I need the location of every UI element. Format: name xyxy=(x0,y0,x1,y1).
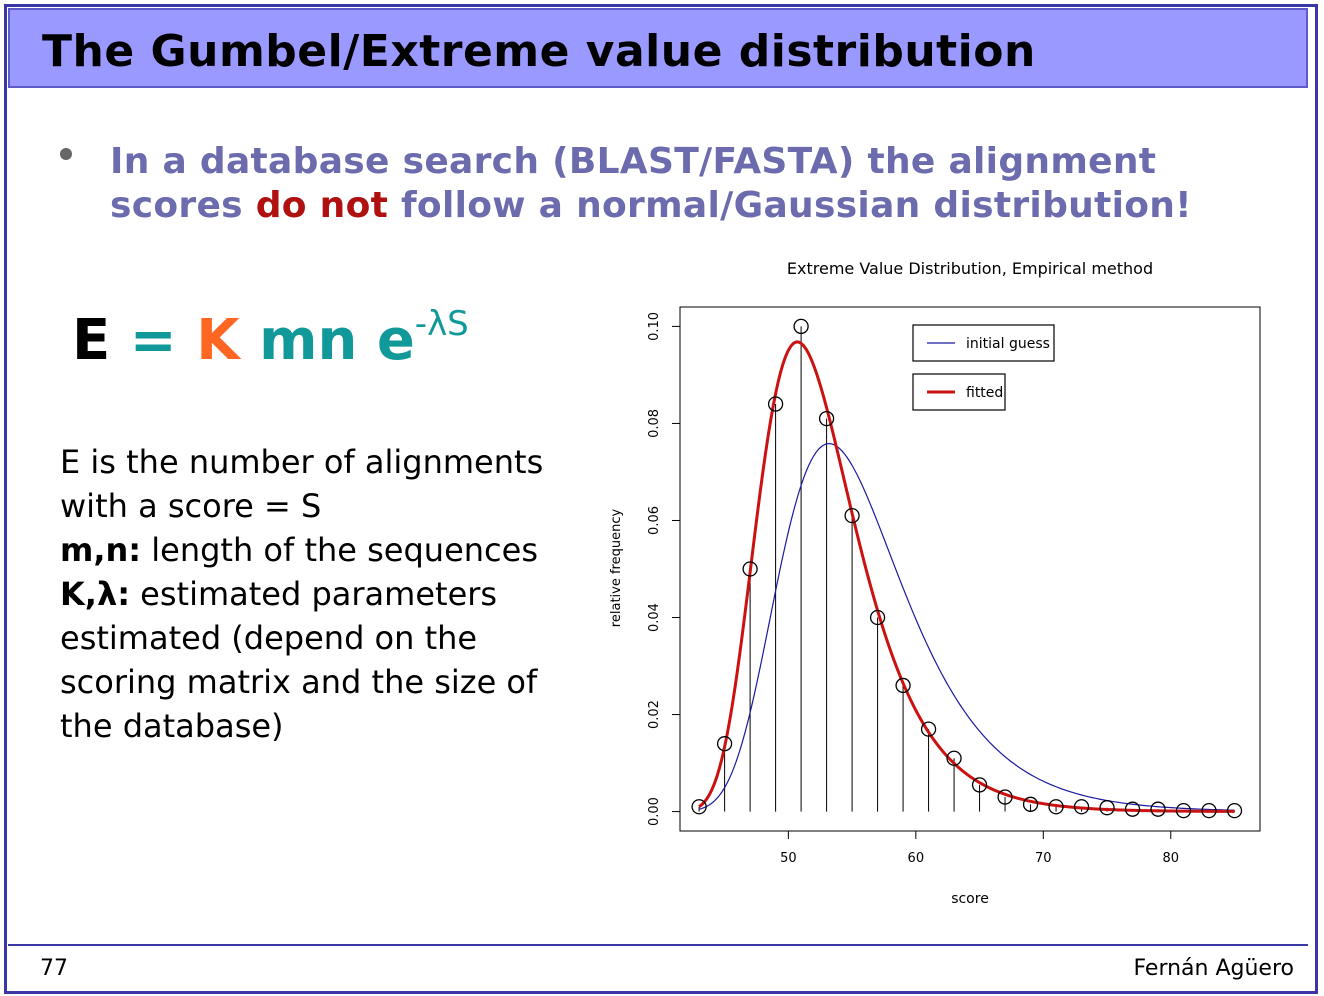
bullet-pre: In a database search (BLAST/FASTA) the a… xyxy=(110,141,1157,226)
data-point xyxy=(1150,801,1166,817)
series-line xyxy=(698,340,1235,813)
data-point xyxy=(971,777,988,793)
bullet-post: follow a normal/Gaussian distribution! xyxy=(388,185,1192,226)
data-point xyxy=(742,561,758,577)
formula-e: E xyxy=(72,308,111,373)
formula-exp: e xyxy=(376,308,415,373)
data-point xyxy=(1022,796,1039,812)
data-point xyxy=(920,721,937,737)
title-bar: The Gumbel/Extreme value distribution xyxy=(8,8,1308,88)
desc-mn-text: length of the sequences xyxy=(141,531,538,569)
desc-line: with a score = S xyxy=(60,487,322,525)
formula-k: K xyxy=(196,308,240,373)
chart-legend: initial guess fitted xyxy=(912,324,1055,411)
bullet-highlight: do not xyxy=(255,185,389,226)
desc-k-text: estimated parameters xyxy=(130,575,498,613)
y-tick-label: 0.04 xyxy=(647,603,662,632)
desc-mn-label: m,n: xyxy=(60,531,142,569)
data-point xyxy=(1073,799,1090,815)
series-line xyxy=(698,442,1235,811)
data-point xyxy=(1048,799,1064,815)
bullet-icon xyxy=(60,148,72,160)
data-point xyxy=(1201,802,1217,819)
formula-superscript: -λS xyxy=(414,304,469,344)
formula-mn: mn xyxy=(259,308,358,373)
footer-divider xyxy=(8,944,1308,946)
data-point xyxy=(895,677,911,694)
data-point xyxy=(869,609,886,626)
chart-title: Extreme Value Distribution, Empirical me… xyxy=(787,259,1153,278)
x-tick-label: 70 xyxy=(1035,851,1052,866)
description: E is the number of alignments with a sco… xyxy=(60,440,580,748)
y-tick-label: 0.00 xyxy=(647,797,662,826)
author-name: Fernán Agüero xyxy=(1133,956,1294,981)
desc-line: E is the number of alignments xyxy=(60,443,544,481)
slide-frame xyxy=(4,4,1318,994)
x-axis-label: score xyxy=(951,891,989,907)
data-point xyxy=(844,507,860,524)
x-tick-label: 80 xyxy=(1162,851,1179,866)
data-point xyxy=(997,789,1013,805)
slide-title: The Gumbel/Extreme value distribution xyxy=(42,26,1036,77)
formula: E = K mn e-λS xyxy=(72,304,469,383)
evd-chart: Extreme Value Distribution, Empirical me… xyxy=(609,259,1261,907)
desc-line: the database) xyxy=(60,707,284,745)
data-point xyxy=(691,799,707,815)
formula-equals: = xyxy=(129,308,177,373)
y-tick-label: 0.08 xyxy=(647,409,662,438)
desc-line: m,n: length of the sequences xyxy=(60,528,580,572)
data-point xyxy=(946,750,962,766)
desc-line: estimated (depend on the xyxy=(60,619,478,657)
data-point xyxy=(818,410,835,427)
data-point xyxy=(1175,802,1192,819)
data-point xyxy=(1124,801,1141,817)
legend-label: fitted xyxy=(966,385,1003,401)
y-axis-label: relative frequency xyxy=(609,509,624,628)
data-point xyxy=(767,396,784,412)
y-tick-label: 0.06 xyxy=(647,506,662,535)
y-tick-label: 0.10 xyxy=(647,312,662,341)
page-number: 77 xyxy=(40,956,68,981)
data-point xyxy=(793,318,809,335)
plot-area xyxy=(679,306,1261,832)
x-tick-label: 50 xyxy=(780,851,797,866)
data-point xyxy=(1226,802,1243,819)
y-tick-label: 0.02 xyxy=(647,700,662,729)
desc-line: K,λ: estimated parameters xyxy=(60,572,580,616)
data-point xyxy=(716,736,733,752)
desc-k-label: K,λ: xyxy=(60,575,130,613)
data-point xyxy=(1099,800,1115,816)
bullet-text: In a database search (BLAST/FASTA) the a… xyxy=(110,140,1250,228)
legend-label: initial guess xyxy=(966,336,1050,352)
desc-line: scoring matrix and the size of xyxy=(60,663,538,701)
x-tick-label: 60 xyxy=(908,851,925,866)
